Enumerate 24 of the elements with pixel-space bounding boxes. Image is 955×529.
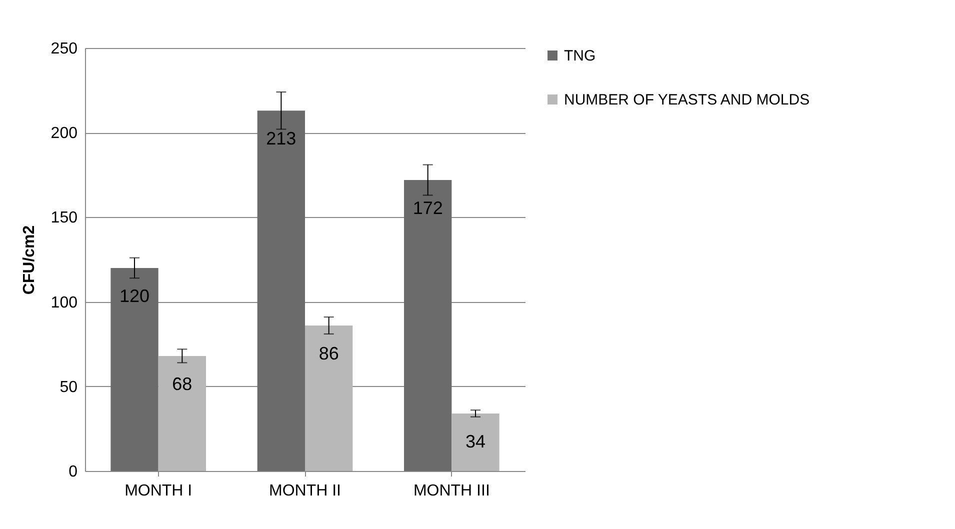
x-tick-label: MONTH III xyxy=(413,482,490,500)
y-tick-label: 200 xyxy=(50,125,78,142)
data-label: 68 xyxy=(172,374,192,394)
y-tick-label: 150 xyxy=(50,210,78,227)
y-tick-label: 50 xyxy=(60,378,78,396)
data-label: 34 xyxy=(465,431,486,452)
data-label: 120 xyxy=(119,286,150,306)
bar xyxy=(158,356,206,471)
x-tick-label: MONTH II xyxy=(269,482,341,500)
y-tick-label: 250 xyxy=(50,40,78,58)
y-tick-label: 0 xyxy=(68,464,78,480)
legend-label: NUMBER OF YEASTS AND MOLDS xyxy=(564,92,810,108)
bar xyxy=(110,268,158,471)
bar xyxy=(257,110,305,471)
legend-label: TNG xyxy=(564,48,596,64)
data-label: 86 xyxy=(318,343,339,364)
data-label: 172 xyxy=(412,198,443,218)
y-axis-title: CFU/cm2 xyxy=(20,225,38,295)
bar xyxy=(305,325,353,471)
y-tick-label: 100 xyxy=(50,294,78,312)
bar xyxy=(452,413,500,471)
data-label: 213 xyxy=(266,128,296,149)
x-tick-label: MONTH I xyxy=(124,482,192,500)
bar xyxy=(404,180,452,471)
